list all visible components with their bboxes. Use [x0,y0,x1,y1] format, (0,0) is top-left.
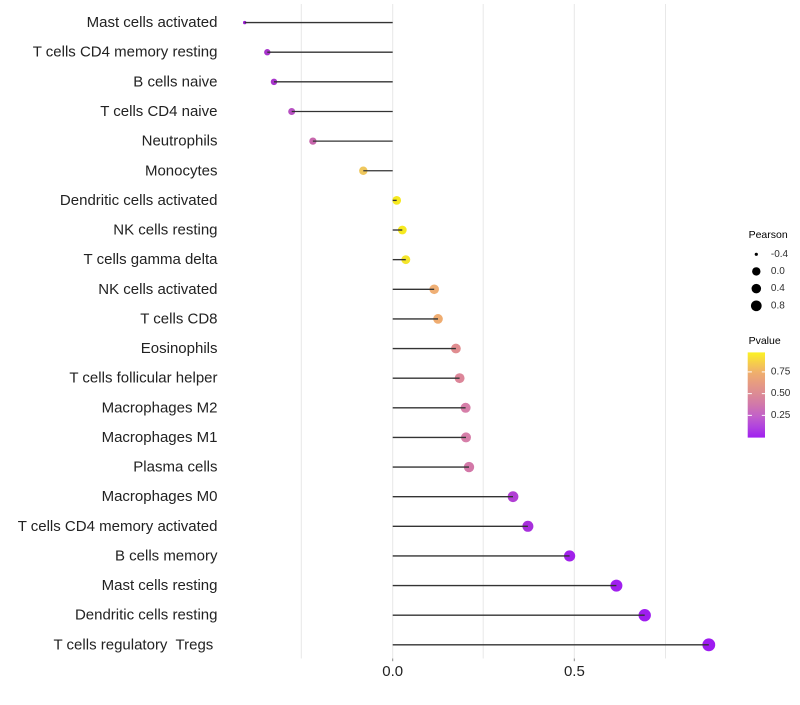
svg-text:NK cells resting: NK cells resting [113,222,217,239]
svg-text:T cells follicular helper: T cells follicular helper [69,370,217,387]
svg-text:T cells CD8: T cells CD8 [140,310,217,327]
svg-text:T cells CD4 memory activated: T cells CD4 memory activated [18,518,218,535]
svg-text:Macrophages M0: Macrophages M0 [102,488,218,505]
svg-text:B cells memory: B cells memory [115,547,218,564]
svg-text:0.50: 0.50 [771,388,791,399]
svg-text:Plasma cells: Plasma cells [133,459,217,476]
svg-text:Dendritic cells activated: Dendritic cells activated [60,192,218,209]
svg-text:Monocytes: Monocytes [145,162,218,179]
svg-text:0.4: 0.4 [771,283,785,294]
svg-text:B cells naive: B cells naive [133,73,217,90]
svg-text:0.0: 0.0 [382,663,403,680]
svg-text:Dendritic cells resting: Dendritic cells resting [75,607,218,624]
svg-text:T cells CD4 memory resting: T cells CD4 memory resting [33,44,218,61]
svg-text:T cells CD4 naive: T cells CD4 naive [100,103,217,120]
svg-text:Pearson: Pearson [749,229,788,241]
svg-text:-0.4: -0.4 [771,249,789,260]
svg-text:Mast cells activated: Mast cells activated [87,14,218,31]
svg-text:Macrophages M1: Macrophages M1 [102,429,218,446]
svg-text:Neutrophils: Neutrophils [142,133,218,150]
svg-text:Eosinophils: Eosinophils [141,340,218,357]
svg-text:Macrophages M2: Macrophages M2 [102,399,218,416]
svg-text:0.75: 0.75 [771,366,791,377]
svg-text:0.8: 0.8 [771,300,785,311]
svg-text:0.0: 0.0 [771,266,785,277]
svg-text:Mast cells resting: Mast cells resting [102,577,218,594]
svg-text:T cells regulatory Tregs: T cells regulatory Tregs [54,636,214,653]
svg-text:T cells gamma delta: T cells gamma delta [84,251,219,268]
svg-text:0.25: 0.25 [771,410,791,421]
svg-text:0.5: 0.5 [564,663,585,680]
svg-text:Pvalue: Pvalue [749,335,781,347]
svg-text:NK cells activated: NK cells activated [98,281,217,298]
